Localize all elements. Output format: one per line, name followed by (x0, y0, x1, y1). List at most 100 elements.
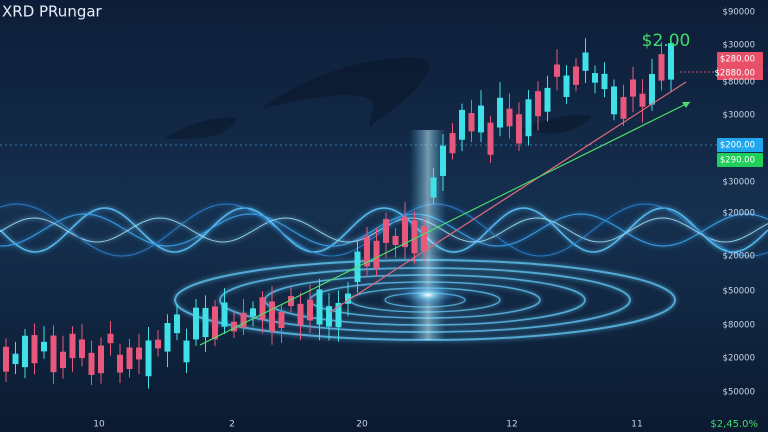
price-label: $20000 (723, 252, 755, 262)
time-axis: 10 2 20 12 11 (93, 420, 642, 430)
candle-body (620, 97, 627, 119)
candle-body (516, 114, 522, 144)
candle-body (307, 299, 313, 321)
light-core (398, 283, 458, 307)
whale (262, 57, 430, 128)
candle-body (50, 335, 57, 373)
time-label: 20 (356, 420, 368, 430)
price-badge (717, 52, 763, 66)
price-label: $30000 (723, 111, 755, 121)
candle-body (250, 308, 256, 317)
candle-body (421, 225, 427, 252)
candle-body (468, 113, 475, 132)
candle-body (145, 340, 152, 377)
candle-body (630, 79, 636, 97)
candle-group (3, 35, 674, 389)
price-label: $30000 (723, 178, 755, 188)
candle-body (364, 236, 370, 267)
candle-body (497, 97, 503, 128)
price-label: $90000 (723, 8, 755, 18)
candle-body (174, 314, 180, 334)
price-label: $200.00 (720, 141, 755, 151)
price-badge (717, 66, 763, 80)
candle-body (411, 220, 418, 254)
candle-body (269, 301, 275, 332)
candle-body (345, 293, 351, 304)
candle-body (592, 73, 598, 83)
price-axis: $90000$30000$280.00$2880.00$80000$30000$… (714, 8, 763, 398)
candle-body (554, 64, 560, 77)
candle-body (202, 307, 209, 338)
candle-body (459, 109, 465, 140)
whale (165, 117, 238, 140)
candle-body (117, 354, 123, 373)
candle-body (601, 73, 608, 90)
price-label: $30000 (723, 41, 755, 51)
price-label: $50000 (723, 287, 755, 297)
candle-body (487, 122, 494, 155)
candle-body (41, 341, 47, 352)
candle-body (12, 353, 19, 365)
candle-body (544, 87, 551, 112)
candle-body (164, 323, 171, 352)
time-label: 12 (506, 420, 517, 430)
candle-body (373, 240, 380, 269)
candle-body (259, 297, 266, 320)
price-label: $280.00 (720, 55, 755, 65)
candle-body (611, 86, 617, 115)
price-label: $2880.00 (714, 69, 755, 79)
candle-body (79, 339, 85, 358)
candle-body (221, 302, 228, 327)
candle-body (449, 133, 456, 154)
candle-body (60, 351, 66, 369)
trend-line (199, 101, 691, 346)
candle-body (440, 145, 446, 176)
candle-body (582, 52, 589, 71)
candle-body (231, 321, 237, 332)
annotation: $2.00 (642, 31, 691, 51)
candle-body (193, 307, 199, 340)
candle-body (402, 216, 408, 248)
candle-body (535, 91, 541, 117)
candle-body (326, 306, 332, 327)
price-label: $20000 (723, 354, 755, 364)
candle-body (212, 306, 218, 340)
candle-body (126, 347, 133, 370)
price-label: $290.00 (720, 156, 755, 166)
candle-body (525, 99, 532, 137)
candle-body (69, 333, 76, 359)
candle-body (297, 303, 304, 326)
price-label: $80000 (723, 78, 755, 88)
candle-body (563, 75, 570, 97)
time-label: 10 (93, 420, 105, 430)
candle-body (335, 302, 342, 328)
candle-body (658, 54, 665, 81)
wave (0, 207, 768, 253)
price-label: $20000 (723, 209, 755, 219)
price-badge (717, 138, 763, 152)
price-label: $50000 (723, 388, 755, 398)
candle-body (240, 312, 247, 328)
time-label: 2 (229, 420, 235, 430)
candle-body (649, 73, 655, 105)
candle-body (31, 335, 38, 364)
candle-body (506, 108, 513, 127)
candle-body (3, 346, 9, 372)
candle-body (136, 347, 142, 360)
title: XRD PRungar (2, 3, 103, 21)
candle-body (183, 340, 190, 363)
candle-body (98, 345, 104, 374)
candle-body (573, 66, 579, 85)
candle-body (22, 335, 28, 368)
candle-body (639, 93, 646, 107)
trend-line (329, 81, 687, 313)
arrow-head (682, 102, 690, 108)
candle-body (478, 105, 484, 133)
price-label: $80000 (723, 321, 755, 331)
time-label: 11 (631, 420, 642, 430)
candle-body (107, 333, 114, 344)
candle-body (668, 43, 674, 80)
price-badge (717, 153, 763, 167)
